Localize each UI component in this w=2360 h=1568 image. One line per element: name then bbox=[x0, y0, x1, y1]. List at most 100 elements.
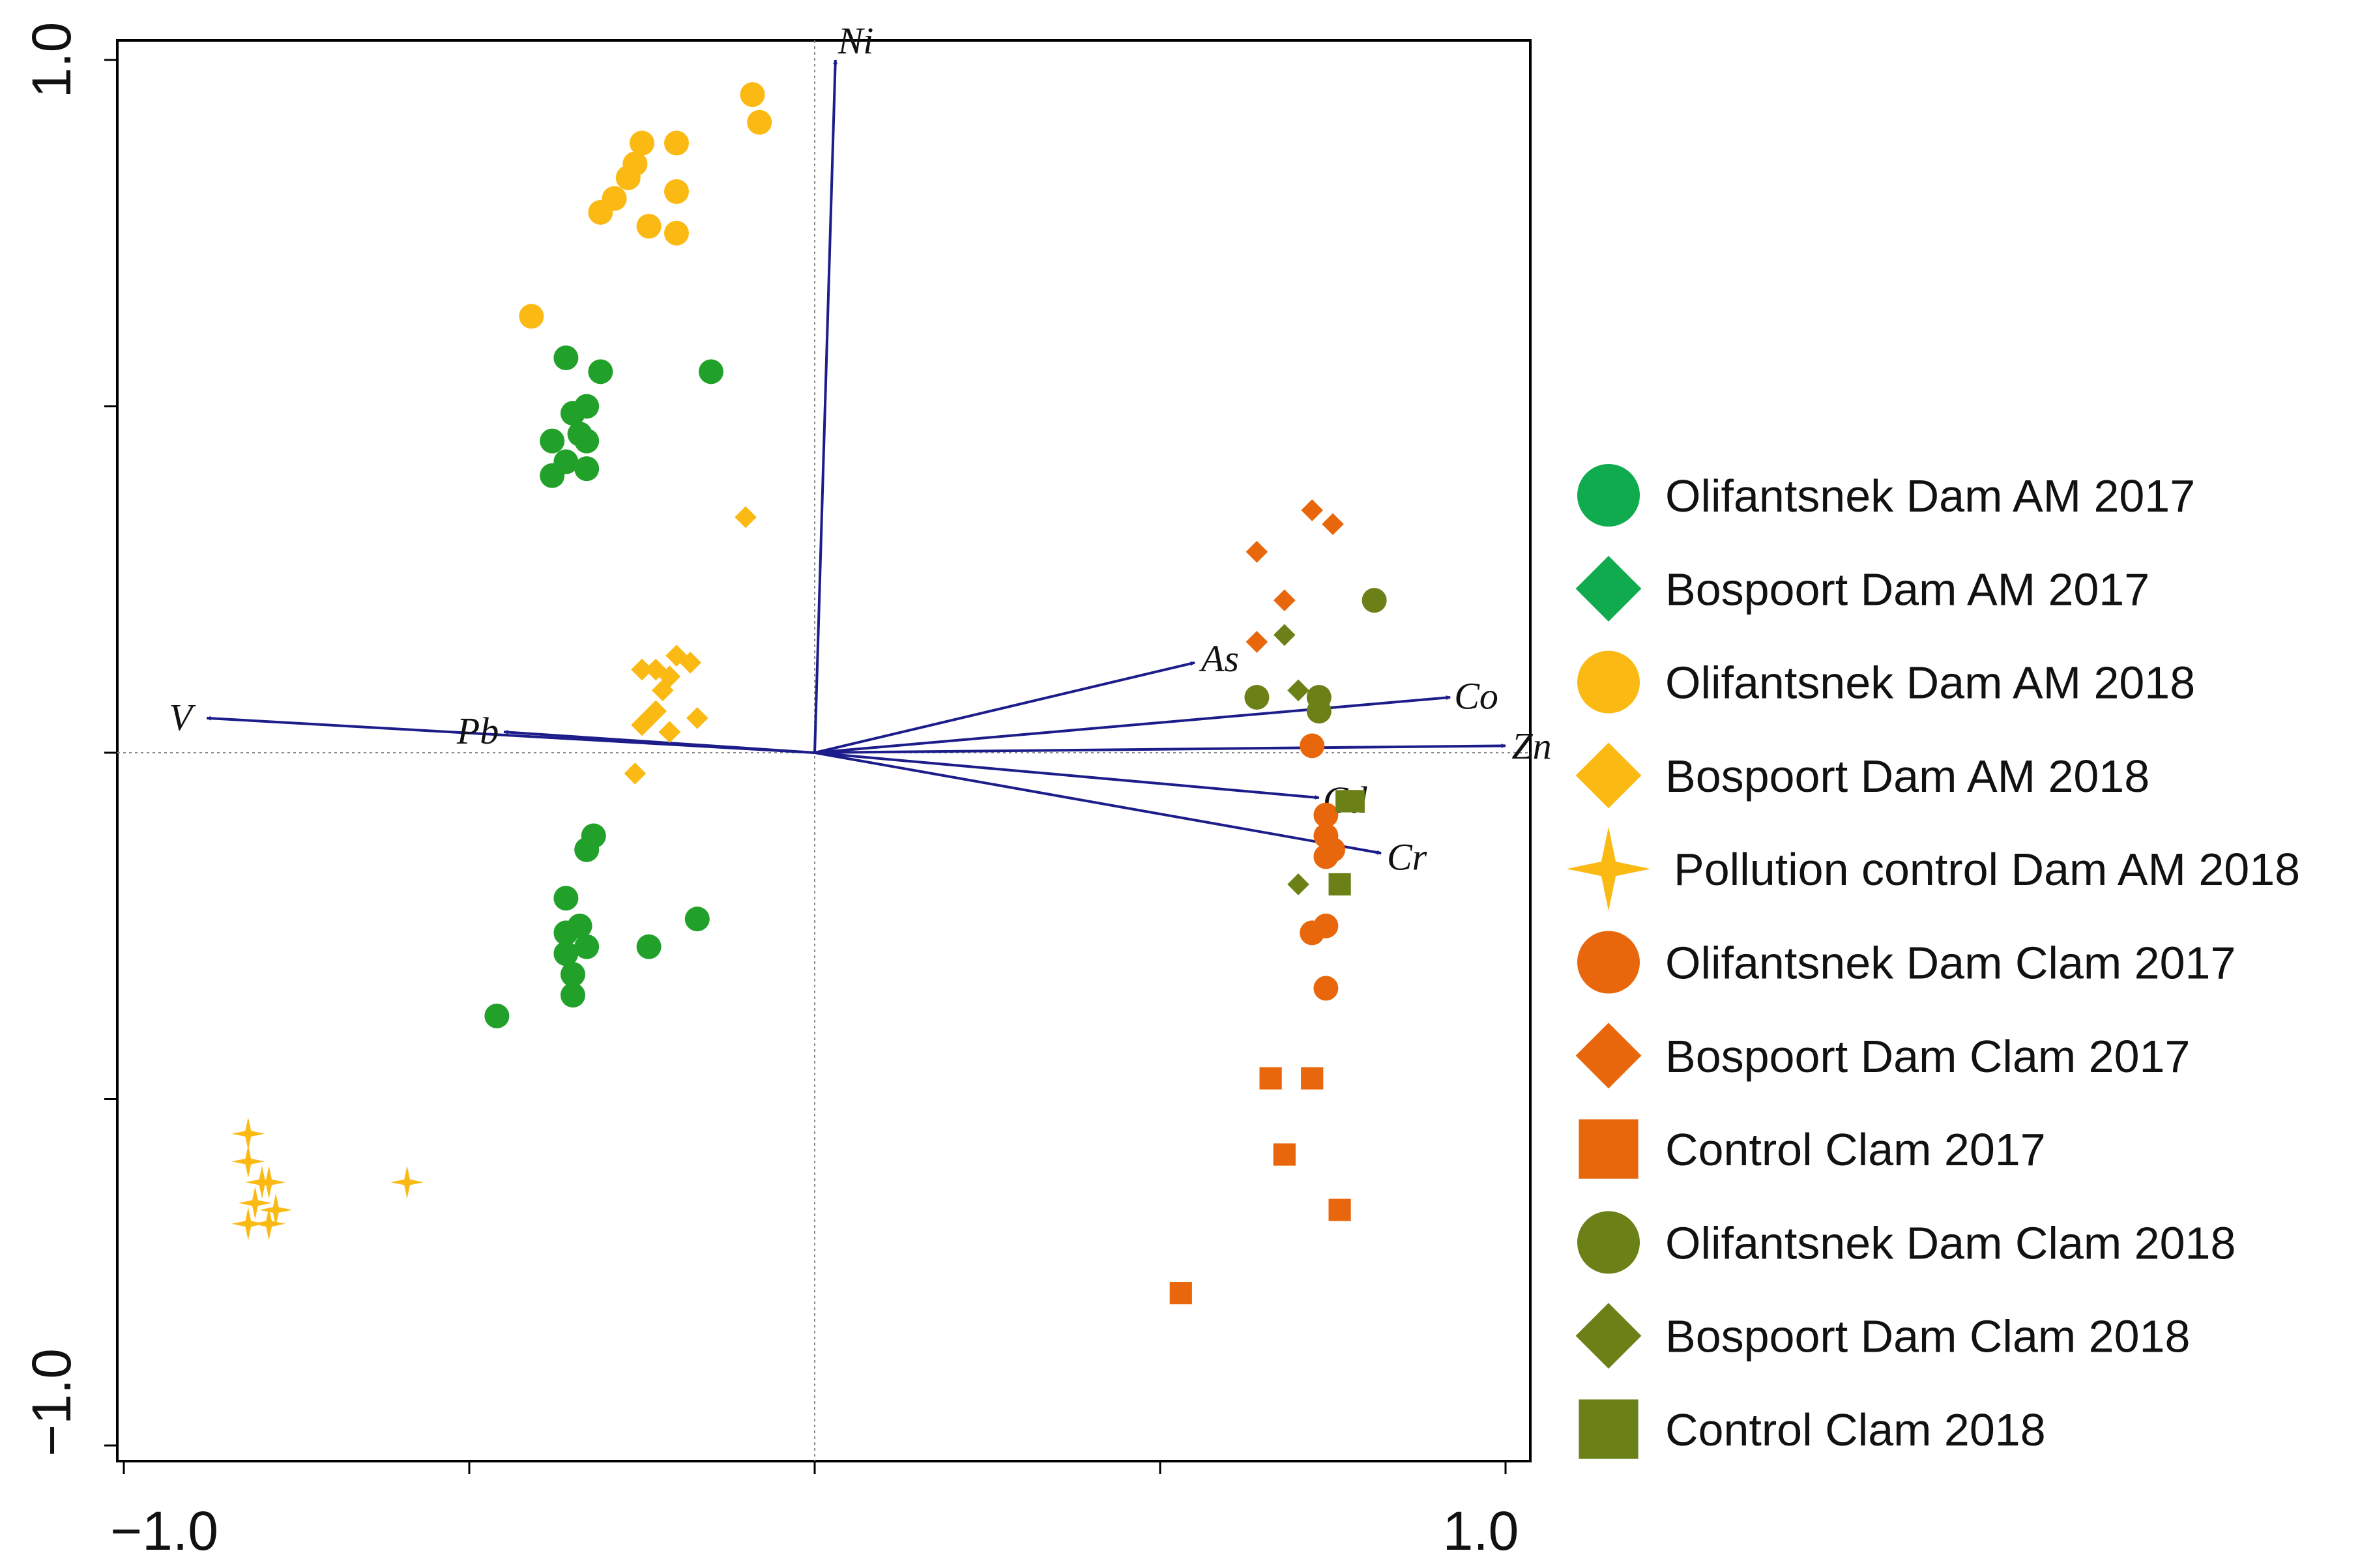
vector-zn bbox=[814, 743, 1506, 754]
vector-label-co: Co bbox=[1454, 675, 1498, 717]
vector-co bbox=[814, 695, 1451, 754]
legend-marker-11 bbox=[1579, 1399, 1639, 1459]
point-olifantsnek-dam-clam-2018 bbox=[1244, 684, 1270, 710]
vector-label-ni: Ni bbox=[838, 20, 874, 62]
point-bospoort-dam-am-2018 bbox=[679, 652, 701, 674]
point-olifantsnek-dam-am-2017 bbox=[553, 941, 579, 966]
point-control-clam-2017 bbox=[1301, 1067, 1324, 1090]
y-tick-label-max: 1.0 bbox=[21, 22, 82, 98]
legend-label-11: Control Clam 2018 bbox=[1665, 1404, 2046, 1455]
point-control-clam-2018 bbox=[1335, 790, 1358, 813]
vector-cr bbox=[814, 751, 1382, 855]
point-bospoort-dam-am-2018 bbox=[735, 506, 757, 529]
vector-label-v: V bbox=[169, 696, 197, 738]
legend-marker-10 bbox=[1575, 1303, 1642, 1369]
point-olifantsnek-dam-am-2017 bbox=[574, 428, 600, 454]
point-olifantsnek-dam-am-2017 bbox=[484, 1003, 510, 1028]
point-pollution-control-dam-am-2018 bbox=[252, 1165, 285, 1199]
vector-label-zn: Zn bbox=[1511, 725, 1551, 767]
point-olifantsnek-dam-clam-2017 bbox=[1313, 802, 1339, 828]
point-olifantsnek-dam-am-2018 bbox=[588, 199, 613, 225]
point-bospoort-dam-clam-2017 bbox=[1274, 589, 1296, 611]
legend-marker-7 bbox=[1575, 1023, 1642, 1089]
vector-label-pb: Pb bbox=[456, 710, 499, 752]
point-control-clam-2017 bbox=[1273, 1143, 1296, 1166]
x-tick-label-max: 1.0 bbox=[1443, 1500, 1519, 1561]
point-olifantsnek-dam-clam-2018 bbox=[1362, 588, 1387, 613]
legend-label-10: Bospoort Dam Clam 2018 bbox=[1665, 1311, 2190, 1362]
point-pollution-control-dam-am-2018 bbox=[239, 1186, 272, 1220]
point-olifantsnek-dam-clam-2017 bbox=[1313, 844, 1339, 869]
legend-label-7: Bospoort Dam Clam 2017 bbox=[1665, 1031, 2190, 1082]
plot-frame bbox=[116, 39, 1532, 1462]
point-bospoort-dam-clam-2017 bbox=[1322, 513, 1344, 536]
legend-label-3: Olifantsnek Dam AM 2018 bbox=[1665, 658, 2195, 708]
point-olifantsnek-dam-am-2018 bbox=[740, 82, 765, 108]
point-bospoort-dam-clam-2018 bbox=[1274, 624, 1296, 646]
legend: Olifantsnek Dam AM 2017 Bospoort Dam AM 2… bbox=[1566, 464, 2300, 1459]
point-control-clam-2017 bbox=[1169, 1282, 1192, 1305]
x-tick-label-min: −1.0 bbox=[110, 1500, 218, 1561]
legend-marker-5 bbox=[1566, 826, 1651, 911]
vector-ni bbox=[813, 59, 838, 753]
point-bospoort-dam-clam-2018 bbox=[1287, 679, 1309, 702]
point-control-clam-2018 bbox=[1328, 873, 1351, 896]
point-bospoort-dam-clam-2018 bbox=[1287, 873, 1309, 895]
point-pollution-control-dam-am-2018 bbox=[259, 1193, 293, 1227]
point-olifantsnek-dam-clam-2018 bbox=[1306, 699, 1332, 724]
legend-label-8: Control Clam 2017 bbox=[1665, 1124, 2046, 1175]
point-bospoort-dam-am-2018 bbox=[631, 658, 653, 681]
y-tick-label-min: −1.0 bbox=[21, 1348, 82, 1457]
point-olifantsnek-dam-am-2018 bbox=[615, 165, 641, 190]
point-olifantsnek-dam-am-2017 bbox=[540, 428, 565, 454]
point-olifantsnek-dam-am-2017 bbox=[684, 907, 710, 932]
point-olifantsnek-dam-am-2018 bbox=[630, 130, 654, 156]
legend-marker-1 bbox=[1577, 464, 1640, 527]
point-olifantsnek-dam-am-2017 bbox=[574, 394, 600, 419]
point-olifantsnek-dam-am-2018 bbox=[664, 130, 689, 156]
legend-marker-2 bbox=[1575, 555, 1642, 622]
point-bospoort-dam-am-2018 bbox=[631, 714, 653, 736]
point-olifantsnek-dam-am-2017 bbox=[574, 456, 600, 482]
point-olifantsnek-dam-am-2017 bbox=[553, 345, 579, 371]
vector-label-as: As bbox=[1199, 637, 1239, 680]
point-bospoort-dam-clam-2017 bbox=[1246, 540, 1268, 563]
point-olifantsnek-dam-am-2017 bbox=[553, 920, 579, 946]
point-olifantsnek-dam-am-2018 bbox=[636, 214, 662, 239]
point-olifantsnek-dam-am-2017 bbox=[561, 983, 585, 1008]
legend-label-6: Olifantsnek Dam Clam 2017 bbox=[1665, 938, 2236, 989]
point-bospoort-dam-am-2018 bbox=[652, 679, 674, 702]
loading-vectors: NiVPbAsCoZnCdCr bbox=[169, 20, 1552, 878]
legend-marker-4 bbox=[1575, 742, 1642, 809]
point-olifantsnek-dam-am-2017 bbox=[588, 359, 613, 385]
legend-label-1: Olifantsnek Dam AM 2017 bbox=[1665, 471, 2195, 521]
point-bospoort-dam-am-2018 bbox=[686, 707, 708, 729]
point-olifantsnek-dam-am-2018 bbox=[664, 179, 689, 204]
point-control-clam-2017 bbox=[1259, 1067, 1282, 1090]
point-bospoort-dam-am-2018 bbox=[658, 721, 681, 743]
point-olifantsnek-dam-am-2017 bbox=[574, 934, 600, 959]
point-control-clam-2017 bbox=[1328, 1198, 1351, 1221]
vector-as bbox=[814, 661, 1195, 754]
point-pollution-control-dam-am-2018 bbox=[231, 1117, 265, 1150]
point-olifantsnek-dam-clam-2017 bbox=[1300, 920, 1325, 946]
point-bospoort-dam-clam-2017 bbox=[1301, 499, 1323, 521]
vector-pb bbox=[503, 730, 815, 754]
point-pollution-control-dam-am-2018 bbox=[231, 1144, 265, 1178]
legend-label-5: Pollution control Dam AM 2018 bbox=[1674, 844, 2300, 895]
legend-marker-6 bbox=[1577, 931, 1640, 994]
point-pollution-control-dam-am-2018 bbox=[252, 1207, 285, 1241]
point-olifantsnek-dam-am-2017 bbox=[574, 837, 600, 862]
point-bospoort-dam-am-2018 bbox=[624, 762, 647, 785]
legend-label-2: Bospoort Dam AM 2017 bbox=[1665, 564, 2149, 615]
point-olifantsnek-dam-am-2018 bbox=[664, 220, 689, 246]
legend-marker-9 bbox=[1577, 1211, 1640, 1274]
point-pollution-control-dam-am-2018 bbox=[390, 1165, 424, 1199]
vector-cd bbox=[814, 751, 1320, 800]
data-points bbox=[231, 82, 1387, 1305]
point-olifantsnek-dam-am-2017 bbox=[553, 886, 579, 911]
legend-label-4: Bospoort Dam AM 2018 bbox=[1665, 751, 2149, 802]
axis-ticks bbox=[104, 59, 1507, 1474]
point-olifantsnek-dam-clam-2017 bbox=[1313, 976, 1339, 1001]
